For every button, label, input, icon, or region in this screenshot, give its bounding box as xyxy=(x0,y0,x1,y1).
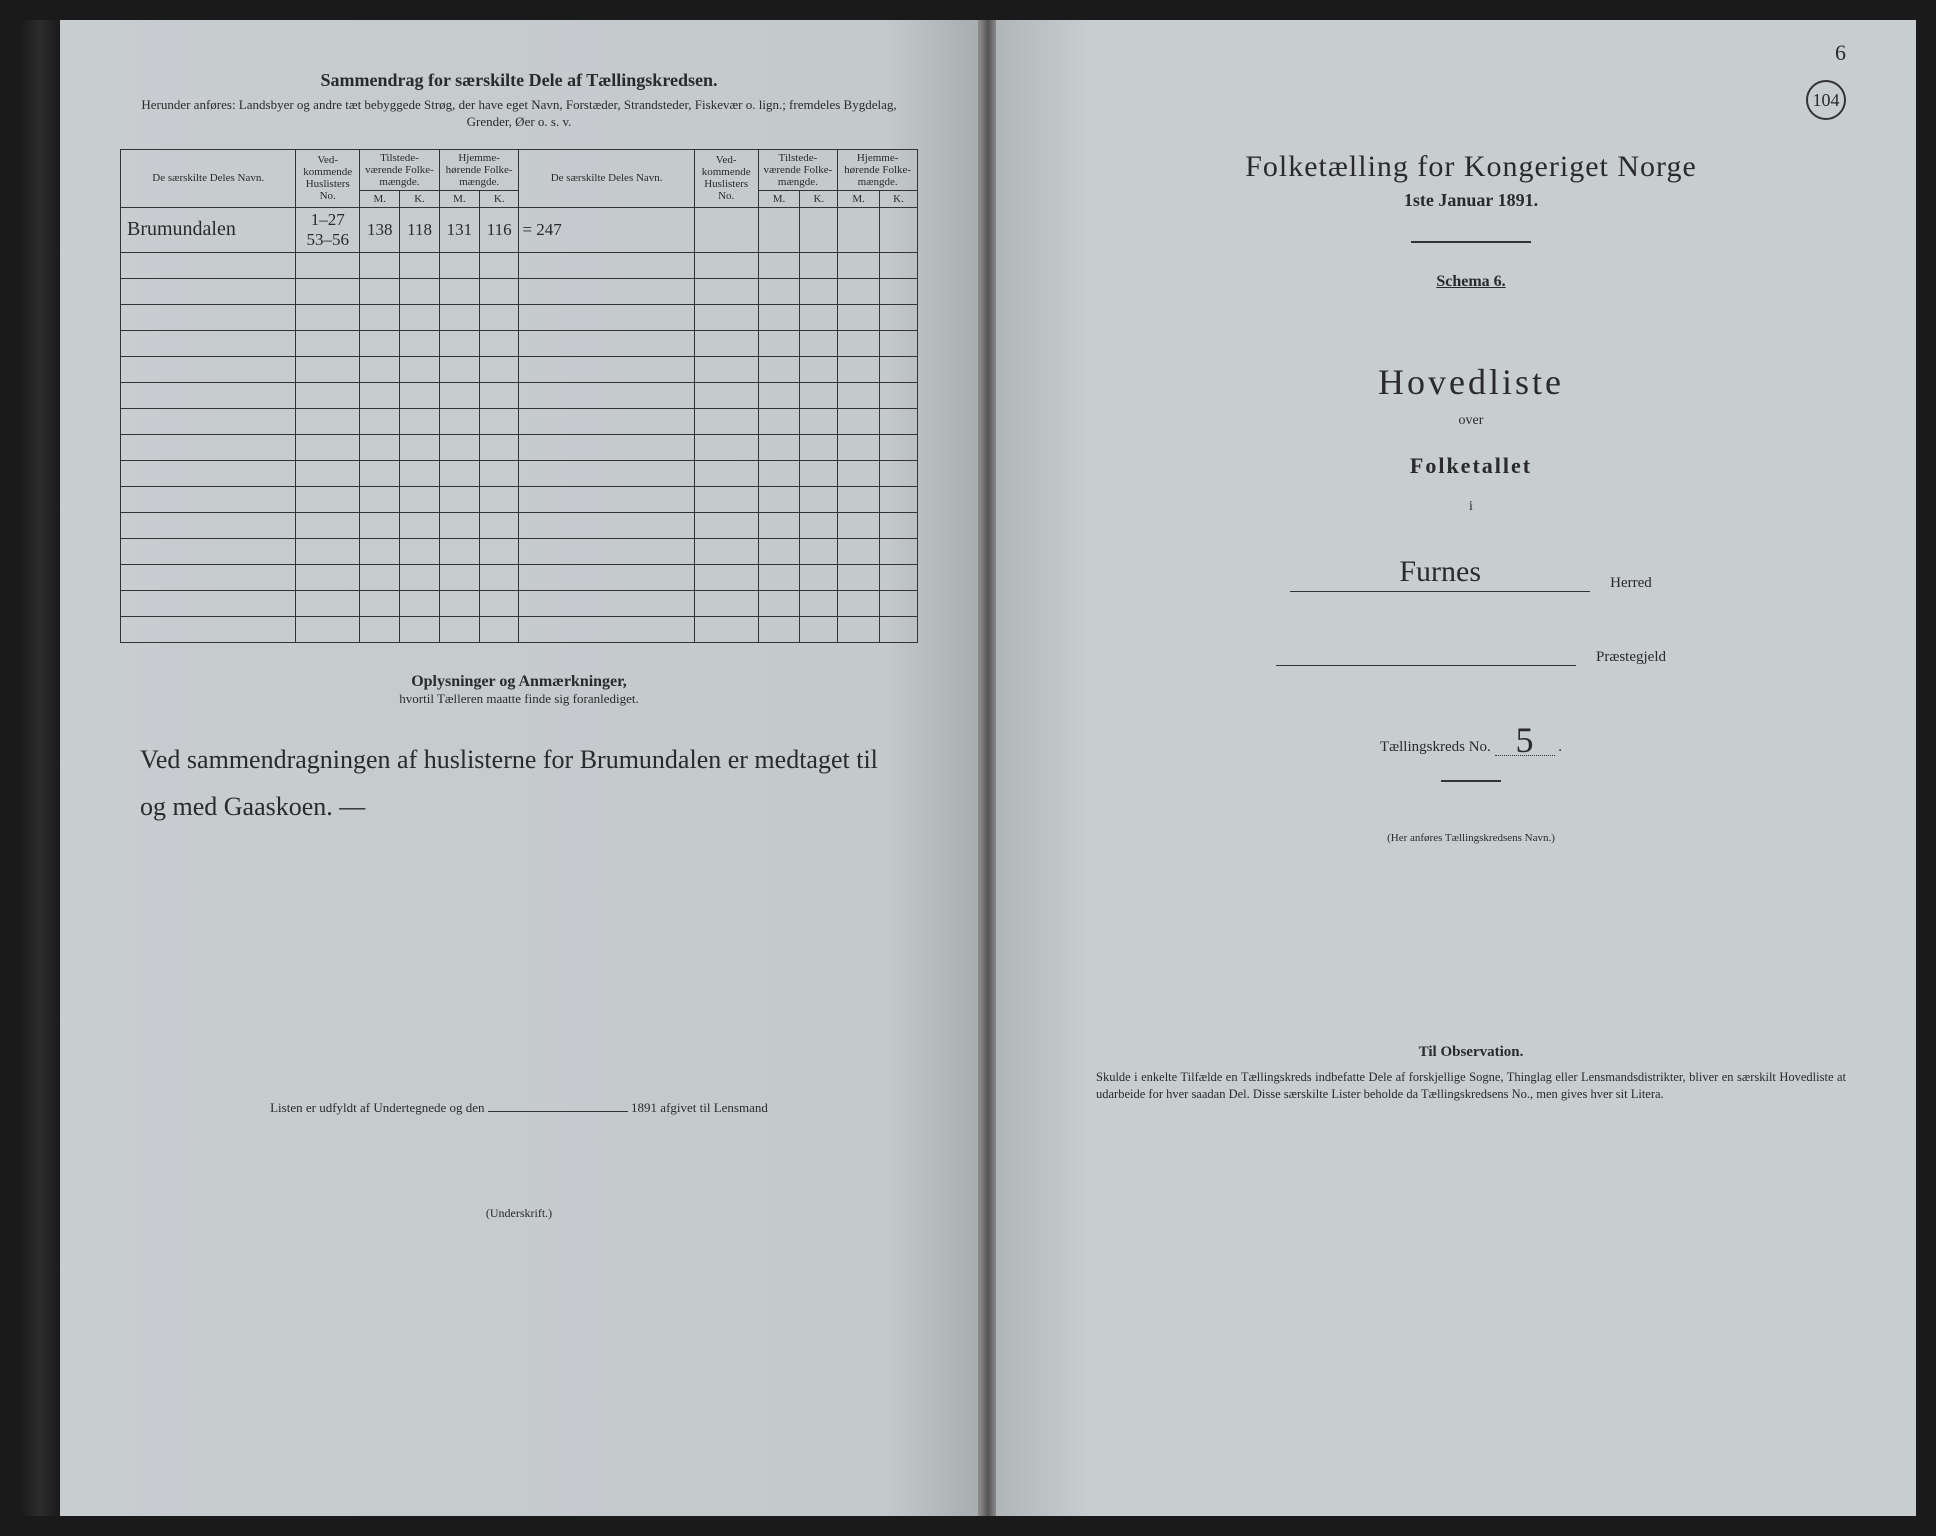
cell-name: Brumundalen xyxy=(121,207,296,252)
observation-title: Til Observation. xyxy=(1086,1044,1856,1061)
left-page: Sammendrag for særskilte Dele af Tælling… xyxy=(60,20,980,1516)
col-m: M. xyxy=(838,190,880,207)
table-row xyxy=(121,538,918,564)
corner-number: 6 xyxy=(1835,40,1846,66)
table-row xyxy=(121,434,918,460)
kreds-name-note: (Her anføres Tællingskredsens Navn.) xyxy=(1086,832,1856,844)
table-row xyxy=(121,616,918,642)
herred-label: Herred xyxy=(1610,575,1652,592)
col-name: De særskilte Deles Navn. xyxy=(121,149,296,207)
table-row xyxy=(121,330,918,356)
gutter xyxy=(980,20,996,1516)
schema-label: Schema 6. xyxy=(1086,273,1856,291)
hovedliste-title: Hovedliste xyxy=(1086,361,1856,403)
summary-table: De særskilte Deles Navn. Ved-kommende Hu… xyxy=(120,149,918,643)
col-k: K. xyxy=(880,190,918,207)
over-label: over xyxy=(1086,413,1856,429)
col-m: M. xyxy=(360,190,400,207)
table-row xyxy=(121,460,918,486)
cell-tk: 118 xyxy=(400,207,439,252)
table-row xyxy=(121,278,918,304)
col-m: M. xyxy=(439,190,479,207)
book-spread: Sammendrag for særskilte Dele af Tælling… xyxy=(20,20,1916,1516)
census-title: Folketælling for Kongeriget Norge xyxy=(1086,150,1856,184)
col-vedk: Ved-kommende Huslisters No. xyxy=(296,149,360,207)
col-vedk-2: Ved-kommende Huslisters No. xyxy=(694,149,758,207)
col-tilstede-2: Tilstede-værende Folke-mængde. xyxy=(758,149,838,190)
table-row: Brumundalen 1–27 53–56 138 118 131 116 =… xyxy=(121,207,918,252)
i-label: i xyxy=(1086,499,1856,515)
observation-text: Skulde i enkelte Tilfælde en Tællingskre… xyxy=(1086,1069,1856,1104)
col-k: K. xyxy=(800,190,838,207)
census-date: 1ste Januar 1891. xyxy=(1086,190,1856,211)
right-page: 6 104 Folketælling for Kongeriget Norge … xyxy=(996,20,1916,1516)
cell-hk: 116 xyxy=(480,207,519,252)
table-row xyxy=(121,356,918,382)
cell-hm: 131 xyxy=(439,207,479,252)
table-row xyxy=(121,486,918,512)
cell-sum: = 247 xyxy=(519,207,694,252)
remarks-title: Oplysninger og Anmærkninger, xyxy=(120,673,918,691)
col-name-2: De særskilte Deles Navn. xyxy=(519,149,694,207)
signature-line: Listen er udfyldt af Undertegnede og den… xyxy=(120,1100,918,1116)
col-hjemme: Hjemme-hørende Folke-mængde. xyxy=(439,149,519,190)
page-number-circle: 104 xyxy=(1806,80,1846,120)
cell-tm: 138 xyxy=(360,207,400,252)
praestegjeld-value xyxy=(1276,632,1576,666)
col-m: M. xyxy=(758,190,800,207)
praestegjeld-label: Præstegjeld xyxy=(1596,649,1666,666)
table-row xyxy=(121,564,918,590)
kreds-label: Tællingskreds No. xyxy=(1380,739,1491,755)
herred-row: Furnes Herred xyxy=(1086,555,1856,592)
table-row xyxy=(121,382,918,408)
underskrift-label: (Underskrift.) xyxy=(120,1206,918,1221)
col-tilstede: Tilstede-værende Folke-mængde. xyxy=(360,149,440,190)
handwritten-note: Ved sammendragningen af huslisterne for … xyxy=(120,727,918,841)
remarks-subtitle: hvortil Tælleren maatte finde sig foranl… xyxy=(120,691,918,707)
table-row xyxy=(121,512,918,538)
summary-body: Brumundalen 1–27 53–56 138 118 131 116 =… xyxy=(121,207,918,642)
kreds-number: 5 xyxy=(1495,726,1555,756)
praestegjeld-row: Præstegjeld xyxy=(1086,632,1856,666)
divider xyxy=(1441,780,1501,782)
herred-value: Furnes xyxy=(1290,555,1590,592)
summary-subtitle: Herunder anføres: Landsbyer og andre tæt… xyxy=(120,97,918,131)
table-row xyxy=(121,408,918,434)
summary-title: Sammendrag for særskilte Dele af Tælling… xyxy=(120,70,918,91)
table-row xyxy=(121,304,918,330)
table-row xyxy=(121,252,918,278)
kreds-row: Tællingskreds No. 5 . xyxy=(1086,726,1856,756)
folketallet-label: Folketallet xyxy=(1086,453,1856,479)
cell-vedk: 1–27 53–56 xyxy=(296,207,360,252)
col-k: K. xyxy=(480,190,519,207)
col-hjemme-2: Hjemme-hørende Folke-mængde. xyxy=(838,149,918,190)
left-binding xyxy=(20,20,60,1516)
col-k: K. xyxy=(400,190,439,207)
divider xyxy=(1411,241,1531,243)
table-row xyxy=(121,590,918,616)
